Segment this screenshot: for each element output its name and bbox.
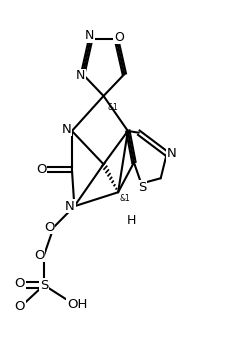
Text: &1: &1 [119,194,130,203]
Text: O: O [14,300,25,313]
Text: S: S [138,180,147,193]
Text: O: O [44,221,55,234]
Text: N: N [85,29,94,42]
Text: O: O [36,163,47,176]
Text: H: H [127,214,136,227]
Text: O: O [14,277,25,290]
Text: S: S [40,279,48,292]
Text: O: O [114,31,124,44]
Text: O: O [34,249,45,262]
Text: N: N [167,147,177,160]
Text: N: N [62,123,71,136]
Text: OH: OH [67,298,87,311]
Text: &1: &1 [107,103,118,112]
Text: N: N [65,200,75,213]
Text: N: N [76,70,85,82]
